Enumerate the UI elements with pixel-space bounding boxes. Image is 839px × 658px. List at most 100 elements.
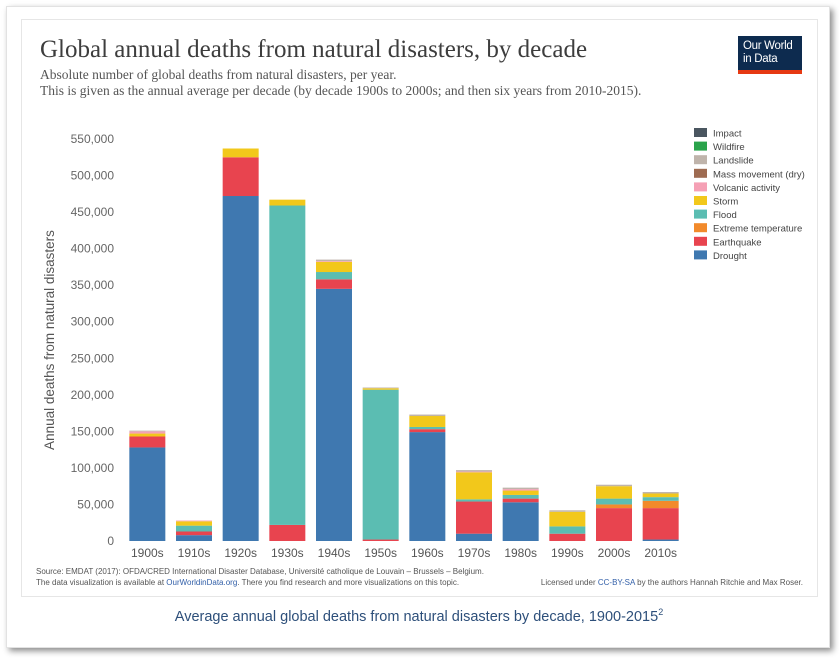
y-axis-label: Annual deaths from natural disasters	[42, 230, 57, 450]
availability-text: The data visualization is available at O…	[36, 578, 459, 587]
y-tick-label-0: 0	[107, 534, 114, 548]
bar-segment-landslide-1950s	[362, 387, 399, 389]
legend-swatch-mass-movement-dry	[694, 168, 707, 178]
page-frame: 0 50,000 100,000 150,000 200,000 250,000 300,0…	[6, 6, 830, 648]
source-text: Source: EMDAT (2017): OFDA/CRED Internat…	[36, 567, 484, 576]
bar-segment-volcanic-activity-1970s	[456, 471, 492, 473]
bar-segment-landslide-1940s	[316, 259, 352, 262]
legend-label-flood: Flood	[713, 210, 737, 221]
bar-segment-flood-1950s	[362, 389, 399, 540]
x-tick-label-1980s: 1980s	[504, 546, 537, 560]
bar-segment-extreme-temperature-2010s	[642, 500, 679, 509]
x-tick-label-1930s: 1930s	[271, 546, 304, 560]
y-tick-label-1: 50,000	[77, 497, 114, 511]
x-tick-label-1910s: 1910s	[178, 546, 211, 560]
legend-label-wildfire: Wildfire	[713, 142, 745, 153]
legend-swatch-flood	[694, 209, 707, 219]
x-tick-label-1900s: 1900s	[131, 546, 164, 560]
bar-segment-flood-2000s	[596, 498, 632, 505]
bar-segment-storm-1990s	[549, 511, 586, 527]
bar-segment-landslide-1980s	[502, 487, 539, 490]
bar-segment-earthquake-1910s	[176, 531, 212, 536]
y-tick-label-3: 150,000	[71, 424, 115, 438]
bar-segment-earthquake-1950s	[362, 539, 399, 541]
y-tick-label-8: 400,000	[71, 242, 115, 256]
legend-label-earthquake: Earthquake	[713, 237, 762, 248]
legend-swatch-drought	[694, 250, 707, 260]
y-tick-label-9: 450,000	[71, 205, 115, 219]
chart-title: Global annual deaths from natural disast…	[40, 36, 588, 63]
bar-segment-landslide-2000s	[596, 484, 632, 487]
x-tick-label-2000s: 2000s	[598, 546, 631, 560]
chart-subtitle-line-2: This is given as the annual average per …	[40, 83, 642, 98]
legend-swatch-wildfire	[694, 141, 707, 151]
legend-label-drought: Drought	[713, 251, 747, 262]
legend-swatch-extreme-temperature	[694, 223, 707, 233]
bar-segment-flood-1970s	[456, 499, 492, 502]
bar-segment-drought-1960s	[409, 432, 446, 541]
bar-segment-drought-1940s	[316, 288, 352, 541]
bar-segment-flood-1960s	[409, 426, 446, 430]
availability-suffix: . There you find research and more visua…	[237, 578, 460, 587]
bar-segment-earthquake-2000s	[596, 508, 632, 541]
bar-segment-flood-1910s	[176, 525, 212, 532]
legend-label-landslide: Landslide	[713, 156, 754, 167]
bar-segment-flood-1940s	[316, 272, 352, 280]
bar-segment-storm-1970s	[456, 472, 492, 500]
x-tick-label-2010s: 2010s	[644, 546, 677, 560]
bar-segment-earthquake-1970s	[456, 501, 492, 534]
bar-segment-earthquake-1940s	[316, 279, 352, 289]
y-tick-label-5: 250,000	[71, 351, 115, 365]
chart-plot: 0 50,000 100,000 150,000 200,000 250,000 300,0…	[42, 128, 805, 560]
x-tick-label-1940s: 1940s	[318, 546, 351, 560]
x-tick-label-1950s: 1950s	[364, 546, 397, 560]
y-tick-label-4: 200,000	[71, 388, 115, 402]
bar-segment-storm-1980s	[502, 490, 539, 495]
owid-link[interactable]: OurWorldinData.org	[166, 578, 238, 587]
legend-label-extreme-temperature: Extreme temperature	[713, 224, 802, 235]
bar-segment-earthquake-1960s	[409, 429, 446, 433]
license-suffix: by the authors Hannah Ritchie and Max Ro…	[634, 578, 803, 587]
bar-segment-volcanic-activity-1940s	[316, 261, 352, 262]
caption-text: Average annual global deaths from natura…	[174, 608, 659, 625]
y-tick-label-2: 100,000	[71, 461, 115, 475]
bar-segment-drought-1900s	[129, 447, 166, 541]
bar-segment-storm-2010s	[642, 493, 679, 498]
bar-segment-earthquake-1990s	[549, 533, 586, 541]
logo-line-1: Our World	[743, 40, 793, 52]
bar-segment-landslide-1900s	[129, 430, 166, 432]
legend-swatch-volcanic-activity	[694, 182, 707, 192]
bar-segment-storm-1950s	[362, 388, 399, 390]
bar-segment-landslide-1990s	[549, 510, 586, 512]
our-world-in-data-logo[interactable]: Our World in Data	[738, 36, 802, 74]
license-text: Licensed under CC-BY-SA by the authors H…	[541, 578, 803, 587]
x-tick-label-1990s: 1990s	[551, 546, 584, 560]
logo-line-2: in Data	[743, 53, 778, 65]
chart-card: 0 50,000 100,000 150,000 200,000 250,000 300,0…	[21, 19, 818, 597]
bar-segment-volcanic-activity-1910s	[176, 520, 212, 522]
bar-segment-earthquake-1900s	[129, 436, 166, 448]
y-tick-label-10: 500,000	[71, 169, 115, 183]
legend-swatch-earthquake	[694, 236, 707, 246]
bar-segment-landslide-2010s	[642, 492, 679, 494]
bar-segment-storm-1930s	[269, 199, 306, 206]
bar-segment-flood-1980s	[502, 494, 539, 499]
bar-segment-extreme-temperature-2000s	[596, 504, 632, 509]
bar-segment-drought-1920s	[222, 196, 259, 541]
bar-segment-storm-1960s	[409, 416, 446, 427]
legend-label-mass-movement-dry: Mass movement (dry)	[713, 169, 805, 180]
license-prefix: Licensed under	[540, 578, 598, 587]
caption-footnote[interactable]: 2	[658, 607, 664, 617]
bar-segment-drought-1910s	[176, 535, 212, 541]
legend-label-volcanic-activity: Volcanic activity	[713, 183, 780, 194]
legend-label-impact: Impact	[713, 129, 742, 140]
bar-segment-flood-1990s	[549, 526, 586, 534]
bar-segment-storm-2000s	[596, 486, 632, 499]
cc-by-sa-link[interactable]: CC-BY-SA	[597, 578, 635, 587]
bar-segment-flood-2010s	[642, 497, 679, 501]
bar-segment-earthquake-1980s	[502, 498, 539, 503]
bar-segment-drought-2010s	[642, 539, 679, 541]
chart-subtitle-line-1: Absolute number of global deaths from na…	[40, 67, 397, 82]
bar-segment-landslide-1970s	[456, 470, 492, 472]
legend-swatch-impact	[694, 128, 707, 137]
